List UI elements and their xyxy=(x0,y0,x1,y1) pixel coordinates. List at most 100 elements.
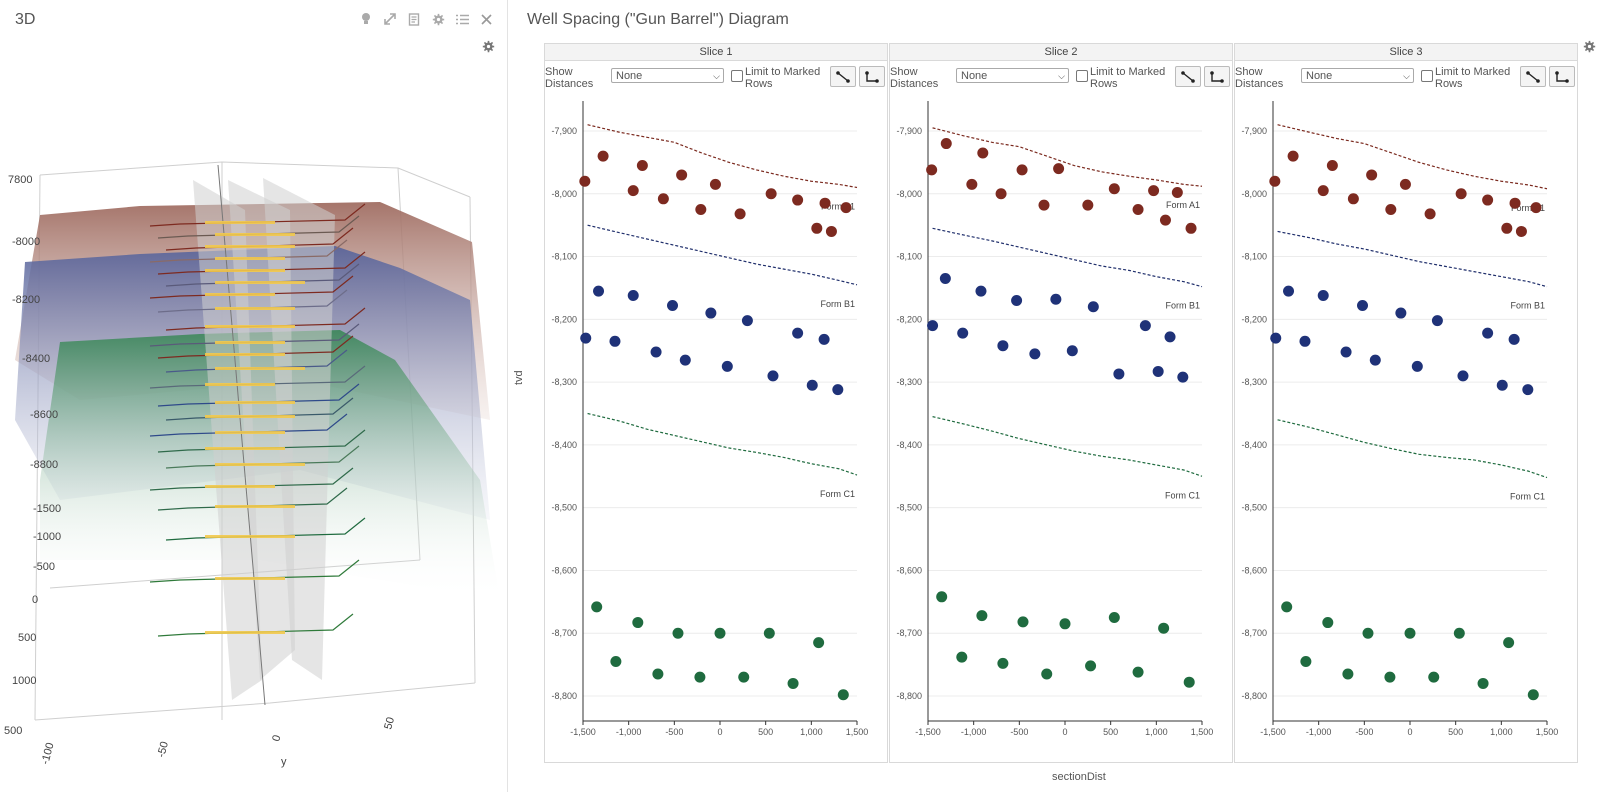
y-tick-label: -8,600 xyxy=(551,565,577,575)
well-point xyxy=(818,333,830,345)
expand-icon[interactable] xyxy=(381,10,399,28)
x-label: 0 xyxy=(270,734,283,743)
y-tick-label: -8,200 xyxy=(896,314,922,324)
frac-zone xyxy=(205,535,295,538)
well-point xyxy=(813,637,825,649)
y-tick-label: -8,500 xyxy=(896,503,922,513)
formation-label: Form C1 xyxy=(820,489,855,499)
y-tick-label: -8,700 xyxy=(896,628,922,638)
frac-zone xyxy=(215,281,305,284)
list-icon[interactable] xyxy=(453,10,471,28)
x-tick-label: 0 xyxy=(1062,727,1067,737)
well-point xyxy=(1482,194,1494,206)
slice-panel-2: Slice 2 Show Distances None ⌵ Limit to Ma… xyxy=(889,43,1233,763)
slice-controls: Show Distances None ⌵ Limit to Marked Row… xyxy=(545,61,887,93)
y-tick-label: -8,400 xyxy=(896,440,922,450)
frac-zone xyxy=(205,631,285,634)
formation-label: Form B1 xyxy=(820,299,855,309)
y-tick-label: -7,900 xyxy=(1241,126,1267,136)
x-tick-label: -500 xyxy=(1355,727,1373,737)
well-point xyxy=(811,222,823,234)
frac-zone xyxy=(205,293,275,296)
slice-plot-3[interactable]: -7,900 -8,000 -8,100 -8,200 -8,300 -8,400 -8,5… xyxy=(1235,93,1577,763)
diagonal-distance-button[interactable] xyxy=(830,66,856,87)
well-point xyxy=(1326,160,1338,172)
formation-line xyxy=(587,224,858,286)
y-tick-label: -8,700 xyxy=(1241,628,1267,638)
document-icon[interactable] xyxy=(405,10,423,28)
y-label: -500 xyxy=(33,561,55,573)
x-tick-label: 1,000 xyxy=(800,727,823,737)
depth-label: -8800 xyxy=(30,459,58,471)
well-point xyxy=(1177,371,1189,383)
well-point xyxy=(1270,332,1282,344)
well-point xyxy=(627,289,639,301)
well-point xyxy=(1411,360,1423,372)
well-point xyxy=(609,335,621,347)
x-tick-label: 1,000 xyxy=(1490,727,1513,737)
show-distances-select[interactable]: None ⌵ xyxy=(956,68,1069,83)
formation-line xyxy=(932,227,1203,288)
frac-zone xyxy=(205,221,275,224)
well-point xyxy=(1108,612,1120,624)
frac-zone xyxy=(215,341,285,344)
well-point xyxy=(1148,185,1160,197)
x-axis-labels: -100 -50 0 50 y xyxy=(39,716,397,768)
close-icon[interactable] xyxy=(477,10,495,28)
well-point xyxy=(1431,315,1443,327)
well-point xyxy=(738,671,750,683)
select-value: None xyxy=(1306,70,1333,82)
show-distances-select[interactable]: None ⌵ xyxy=(1301,68,1414,83)
well-point xyxy=(1283,285,1295,297)
y-tick-label: -8,300 xyxy=(551,377,577,387)
well-point xyxy=(672,627,684,639)
well-point xyxy=(1159,214,1171,226)
3d-settings-gear-icon[interactable] xyxy=(482,40,498,56)
well-point xyxy=(1384,671,1396,683)
show-distances-label: Show Distances xyxy=(890,66,939,90)
y-tick-label: -7,900 xyxy=(551,126,577,136)
y-axis-labels: -1500 -1000 -500 0 500 1000 500 xyxy=(4,503,61,737)
orthogonal-distance-button[interactable] xyxy=(1204,66,1230,87)
well-point xyxy=(825,225,837,237)
y-tick-label: -8,600 xyxy=(896,565,922,575)
well-point xyxy=(667,300,679,312)
gridlines: -7,900 -8,000 -8,100 -8,200 -8,300 -8,400 -8,5… xyxy=(896,126,1202,701)
lightbulb-icon[interactable] xyxy=(357,10,375,28)
slice-plot-1[interactable]: -7,900 -8,000 -8,100 -8,200 -8,300 -8,400 -8,5… xyxy=(545,93,887,763)
limit-marked-checkbox[interactable] xyxy=(1421,70,1433,82)
x-tick-label: -1,500 xyxy=(915,727,941,737)
well-point xyxy=(721,360,733,372)
well-point xyxy=(1287,150,1299,162)
orthogonal-distance-button[interactable] xyxy=(1549,66,1575,87)
limit-marked-checkbox[interactable] xyxy=(1076,70,1088,82)
formation-label: Form B1 xyxy=(1165,301,1200,311)
depth-label: -8600 xyxy=(30,409,58,421)
well-point xyxy=(1085,660,1097,672)
well-point xyxy=(1453,627,1465,639)
well-point xyxy=(792,194,804,206)
gear-icon[interactable] xyxy=(429,10,447,28)
orthogonal-distance-button[interactable] xyxy=(859,66,885,87)
y-axis-title: tvd xyxy=(513,370,525,385)
y-tick-label: -8,300 xyxy=(896,377,922,387)
gun-barrel-settings-gear-icon[interactable] xyxy=(1583,40,1599,56)
slice-plot-2[interactable]: -7,900 -8,000 -8,100 -8,200 -8,300 -8,400 -8,5… xyxy=(890,93,1232,763)
y-tick-label: -8,800 xyxy=(1241,691,1267,701)
well-point xyxy=(995,188,1007,200)
well-point xyxy=(1011,295,1023,306)
3d-scene[interactable]: 7800 -8000 -8200 -8400 -8600 -8800 -1500… xyxy=(0,58,508,788)
limit-marked-checkbox[interactable] xyxy=(731,70,743,82)
formation-line xyxy=(1277,419,1548,479)
chevron-down-icon: ⌵ xyxy=(713,71,720,81)
well-point xyxy=(1317,289,1329,301)
well-point xyxy=(1369,354,1381,366)
diagonal-distance-button[interactable] xyxy=(1175,66,1201,87)
well-point xyxy=(1139,320,1151,332)
diagonal-distance-button[interactable] xyxy=(1520,66,1546,87)
well-point xyxy=(1132,666,1144,678)
well-point xyxy=(1509,197,1521,209)
well-point xyxy=(1428,671,1440,683)
well-point xyxy=(767,370,779,382)
show-distances-select[interactable]: None ⌵ xyxy=(611,68,724,83)
